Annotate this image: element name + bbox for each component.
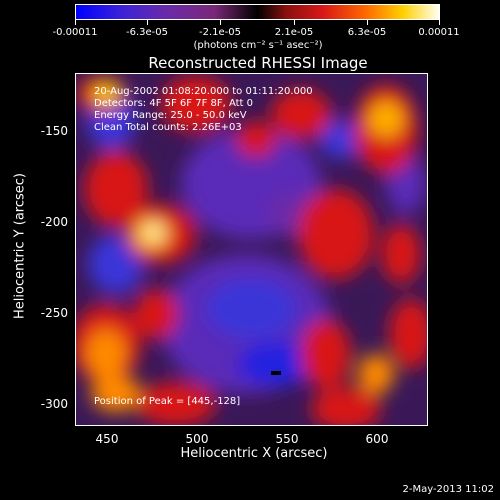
colorbar-tick-label: 2.1e-05 <box>274 27 314 38</box>
colorbar-tick <box>367 20 368 25</box>
timestamp: 2-May-2013 11:02 <box>402 484 494 495</box>
x-tick-label: 450 <box>95 432 119 446</box>
annotation-time: 20-Aug-2002 01:08:20.000 to 01:11:20.000 <box>94 86 313 97</box>
colorbar-tick-label: -0.00011 <box>52 27 98 38</box>
x-tick-label: 600 <box>365 432 389 446</box>
colorbar-tick-label: -6.3e-05 <box>126 27 168 38</box>
colorbar-tick <box>439 20 440 25</box>
annotation-detectors: Detectors: 4F 5F 6F 7F 8F, Att 0 <box>94 98 254 109</box>
colorbar-units: (photons cm⁻² s⁻¹ asec⁻²) <box>193 40 323 51</box>
annotation-energy: Energy Range: 25.0 - 50.0 keV <box>94 110 247 121</box>
colorbar-tick-label: 0.00011 <box>418 27 460 38</box>
reconstructed-image <box>76 74 427 425</box>
colorbar-tick <box>294 20 295 25</box>
colorbar-tick-label: 6.3e-05 <box>347 27 387 38</box>
annotation-clean: Clean Total counts: 2.26E+03 <box>94 122 242 133</box>
x-tick-label: 550 <box>275 432 299 446</box>
colorbar-tick <box>75 20 76 25</box>
peak-marker <box>271 371 281 375</box>
y-tick-label: -200 <box>40 215 68 229</box>
colorbar <box>75 4 440 20</box>
y-tick-label: -150 <box>40 124 68 138</box>
plot-title: Reconstructed RHESSI Image <box>148 54 368 72</box>
y-tick-label: -300 <box>40 397 68 411</box>
y-tick-label: -250 <box>40 306 68 320</box>
image-plot: 20-Aug-2002 01:08:20.000 to 01:11:20.000… <box>75 73 428 426</box>
y-axis-label: Heliocentric Y (arcsec) <box>12 173 28 319</box>
annotation-peak: Position of Peak = [445,-128] <box>94 396 241 407</box>
x-axis-label: Heliocentric X (arcsec) <box>180 446 328 461</box>
colorbar-tick-label: -2.1e-05 <box>199 27 241 38</box>
colorbar-tick <box>147 20 148 25</box>
x-tick-label: 500 <box>185 432 209 446</box>
colorbar-tick <box>220 20 221 25</box>
